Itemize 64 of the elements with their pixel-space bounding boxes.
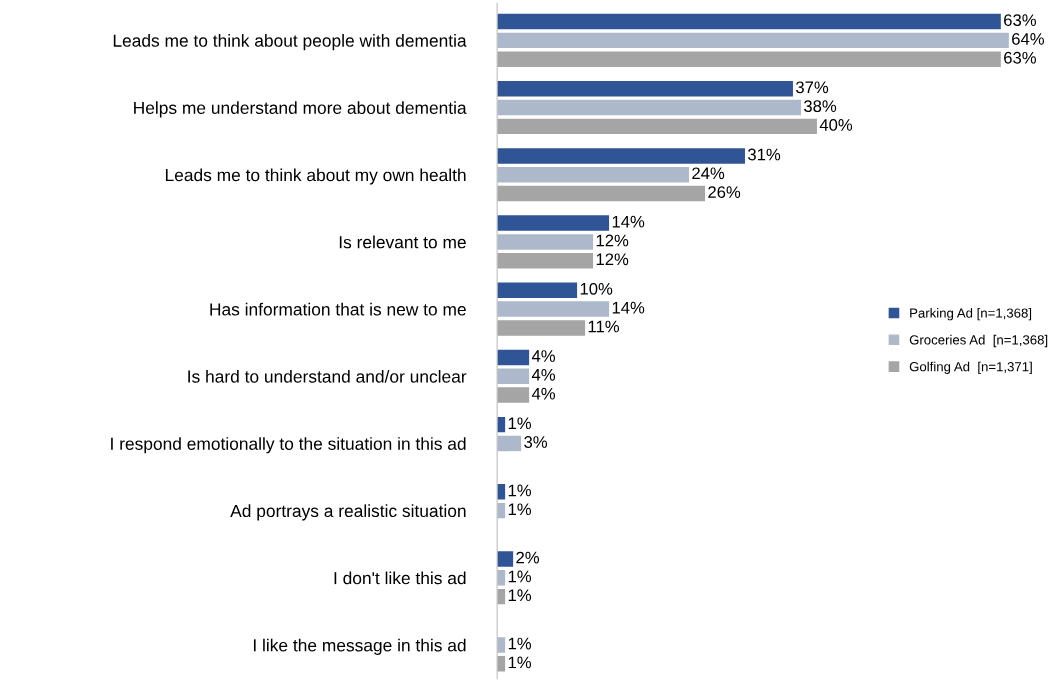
data-label: 12% — [596, 253, 629, 266]
data-label: 37% — [796, 81, 829, 94]
data-label: 1% — [508, 503, 532, 516]
data-label: 26% — [708, 186, 741, 199]
bar — [497, 99, 801, 116]
data-label: 1% — [508, 637, 532, 650]
bar — [497, 349, 530, 366]
bar — [497, 368, 530, 384]
legend-label: Parking Ad [n=1,368] — [910, 308, 1032, 321]
y-tick-label: Ad portrays a realistic situation — [230, 504, 466, 521]
data-label: 1% — [508, 484, 532, 497]
data-label: 11% — [588, 320, 620, 333]
bar — [497, 185, 706, 202]
bar — [497, 551, 514, 567]
data-label: 1% — [508, 417, 532, 430]
data-label: 63% — [1004, 14, 1036, 27]
y-tick-label: Helps me understand more about dementia — [134, 101, 467, 118]
data-label: 4% — [531, 350, 556, 362]
bar — [497, 234, 594, 250]
data-label: 1% — [508, 589, 532, 602]
bar — [497, 118, 817, 135]
y-tick-label: Is hard to understand and/or unclear — [188, 369, 467, 383]
bar — [497, 484, 506, 500]
data-label: 40% — [819, 119, 853, 131]
data-label: 10% — [580, 282, 613, 295]
data-label: 64% — [1012, 33, 1044, 45]
bar — [497, 320, 586, 336]
bar — [497, 656, 506, 672]
y-tick-label: I don't like this ad — [334, 571, 466, 585]
data-label: 63% — [1004, 51, 1036, 64]
bar — [497, 32, 1009, 49]
bar — [497, 167, 690, 183]
bar — [497, 148, 745, 164]
bar — [497, 81, 793, 97]
data-label: 4% — [531, 369, 556, 381]
data-label: 31% — [748, 148, 781, 161]
y-tick-label: Leads me to think about my own health — [165, 168, 466, 185]
bar — [497, 301, 610, 317]
bar — [497, 570, 506, 586]
data-label: 1% — [508, 570, 532, 583]
bar — [497, 215, 610, 231]
bar — [497, 51, 1001, 67]
data-label: 24% — [692, 167, 725, 180]
data-label: 3% — [524, 436, 548, 448]
bar — [497, 282, 578, 298]
bar — [497, 252, 594, 269]
legend-label: Groceries Ad [n=1,368] — [909, 334, 1048, 348]
data-label: 14% — [612, 301, 645, 314]
bar — [497, 435, 522, 452]
data-label: 12% — [596, 234, 629, 247]
bar — [497, 637, 506, 653]
data-label: 2% — [516, 551, 540, 564]
y-tick-label: I like the message in this ad — [253, 638, 466, 655]
data-label: 4% — [531, 387, 556, 400]
bar — [497, 13, 1001, 30]
y-tick-label: Leads me to think about people with dementia — [113, 34, 467, 51]
data-label: 1% — [508, 656, 532, 669]
legend-label: Golfing Ad [n=1,371] — [909, 361, 1032, 374]
data-label: 38% — [803, 100, 837, 113]
y-tick-label: Is relevant to me — [339, 235, 466, 249]
y-tick-label: I respond emotionally to the situation in this ad — [111, 437, 466, 454]
y-tick-label: Has information that is new to me — [210, 302, 466, 316]
data-label: 14% — [612, 215, 645, 228]
bar — [497, 387, 530, 403]
